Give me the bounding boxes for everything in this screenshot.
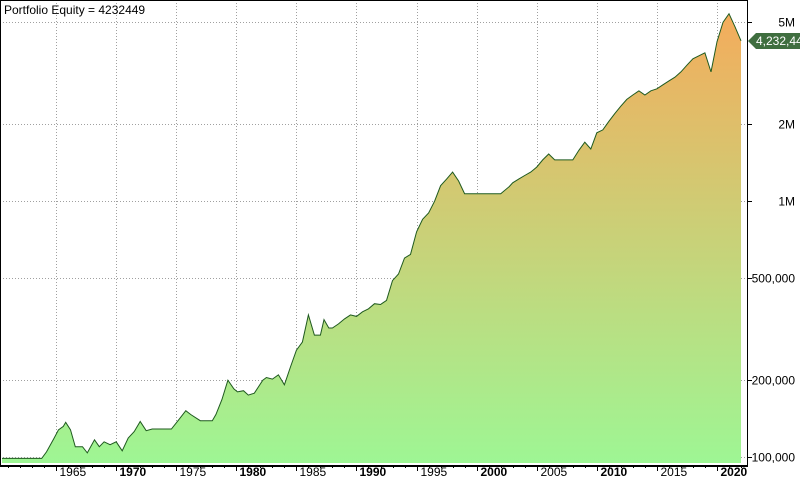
x-tick-label: 1995 [421, 465, 448, 479]
y-tick-label: 1M [778, 195, 795, 209]
x-tick-label: 1970 [120, 465, 147, 479]
chart-title: Portfolio Equity = 4232449 [4, 3, 145, 17]
y-axis: 5M 2M 1M 500,000 200,000 100,000 [748, 16, 795, 465]
plot-frame [0, 0, 748, 466]
x-tick-label: 2010 [601, 465, 628, 479]
x-tick-label: 2000 [481, 465, 508, 479]
x-tick-label: 2020 [721, 465, 748, 479]
x-tick-label: 2005 [541, 465, 568, 479]
last-value-marker: 4,232,449 [748, 33, 800, 49]
equity-line [2, 12, 742, 459]
y-tick-label: 100,000 [752, 451, 796, 465]
equity-area-fill [2, 13, 741, 463]
x-tick-label: 1965 [60, 465, 87, 479]
y-tick-label: 5M [778, 16, 795, 30]
x-tick-label: 1990 [360, 465, 387, 479]
x-tick-label: 1975 [180, 465, 207, 479]
y-tick-label: 200,000 [752, 374, 796, 388]
equity-area [2, 12, 742, 463]
last-value-label: 4,232,449 [756, 34, 800, 48]
last-value-badge [748, 33, 800, 49]
y-tick-label: 2M [778, 118, 795, 132]
x-axis: 1965 1970 1975 1980 1985 1990 1995 2000 2005 2010… [0, 465, 748, 479]
y-tick-label: 500,000 [752, 272, 796, 286]
x-tick-label: 2015 [661, 465, 688, 479]
x-tick-label: 1980 [240, 465, 267, 479]
x-tick-label: 1985 [300, 465, 327, 479]
